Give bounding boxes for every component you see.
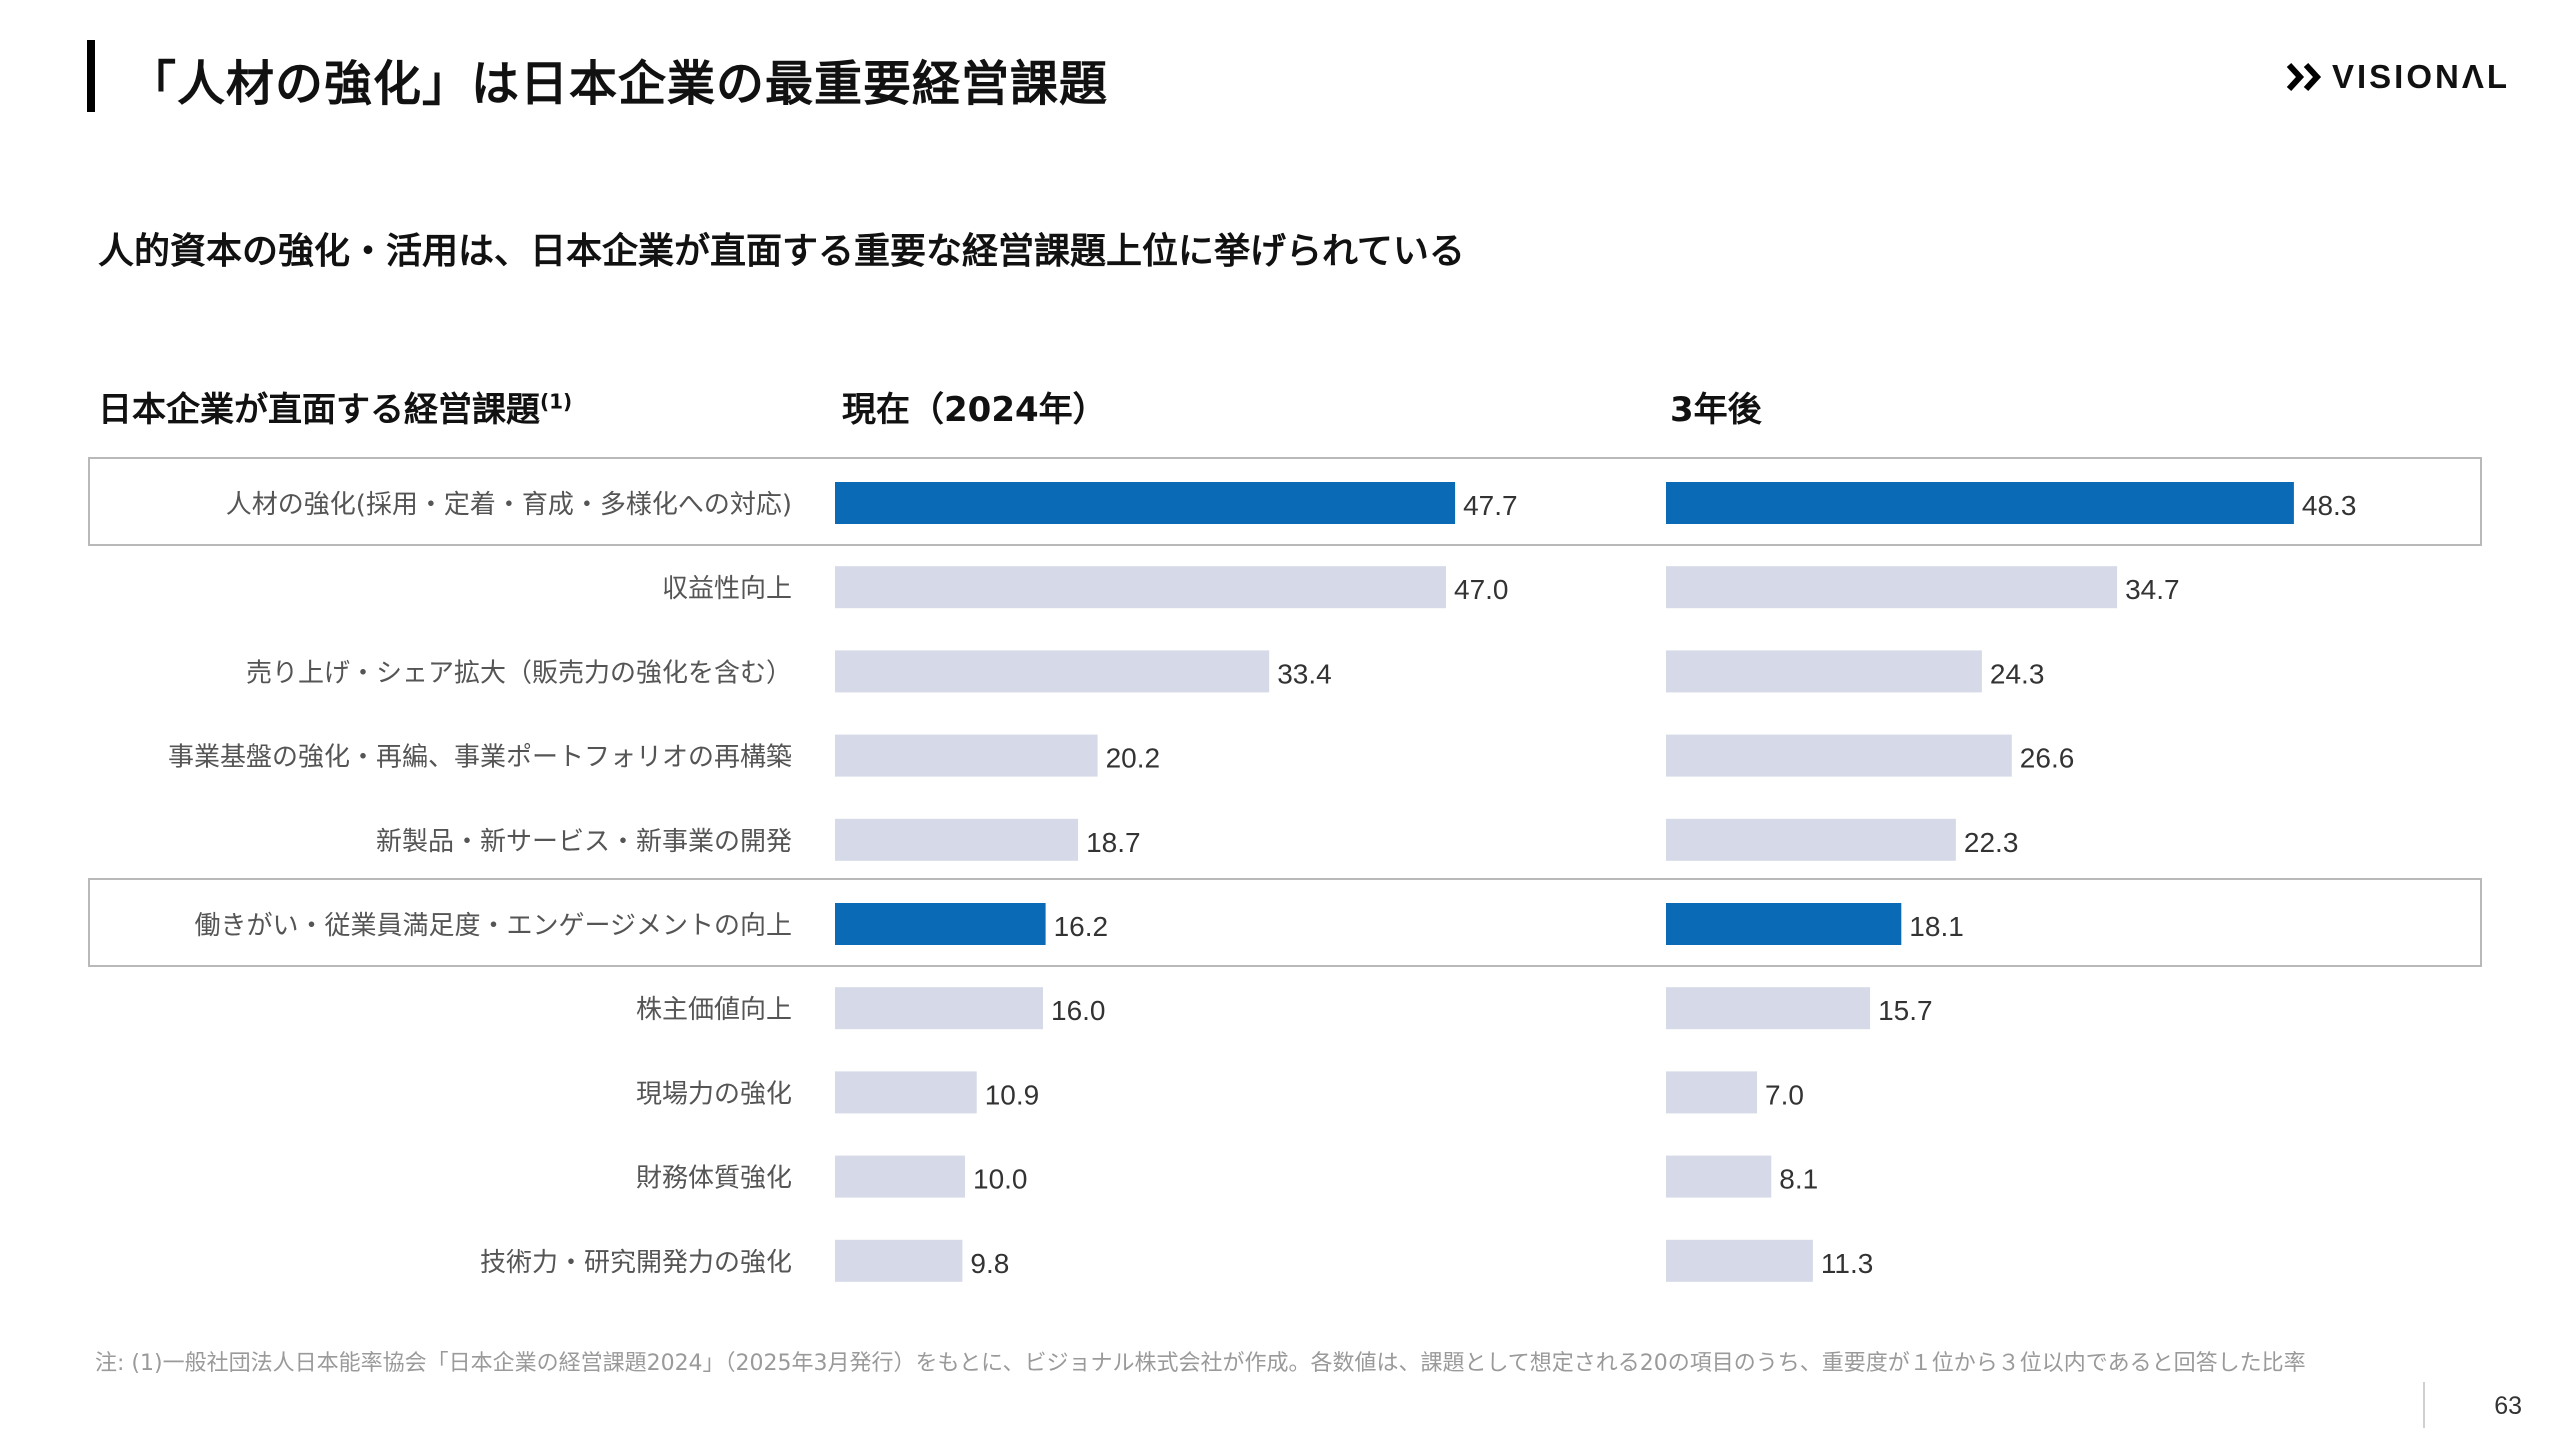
value-label-future: 11.3 [1821, 1248, 1873, 1279]
value-label-future: 7.0 [1765, 1079, 1804, 1110]
bar-future [1666, 650, 1982, 693]
value-label-current: 47.0 [1454, 574, 1509, 605]
bar-future [1666, 1071, 1757, 1114]
category-label: 売り上げ・シェア拡大（販売力の強化を含む） [246, 658, 792, 688]
title-accent-bar [87, 40, 95, 112]
value-label-future: 24.3 [1990, 658, 2045, 689]
category-header-text: 日本企業が直面する経営課題 [98, 390, 540, 430]
category-column-header: 日本企業が直面する経営課題(1) [98, 382, 572, 431]
value-label-current: 47.7 [1463, 490, 1518, 521]
category-label: 働きがい・従業員満足度・エンゲージメントの向上 [195, 911, 792, 941]
bar-current [835, 1071, 977, 1114]
category-label: 財務体質強化 [636, 1164, 792, 1194]
value-label-current: 10.9 [985, 1079, 1039, 1110]
footnote: 注: (1)一般社団法人日本能率協会「日本企業の経営課題2024」（2025年3… [95, 1351, 2306, 1376]
category-label: 人材の強化(採用・定着・育成・多様化への対応) [226, 490, 792, 520]
bar-current [835, 650, 1270, 693]
bar-future [1666, 566, 2118, 609]
value-label-future: 26.6 [2020, 743, 2075, 774]
value-label-current: 10.0 [973, 1164, 1028, 1195]
slide-subtitle: 人的資本の強化・活用は、日本企業が直面する重要な経営課題上位に挙げられている [98, 231, 1465, 272]
value-label-future: 18.1 [1909, 911, 1964, 942]
value-label-current: 33.4 [1277, 658, 1332, 689]
bar-future [1666, 818, 1956, 861]
highlight-row-outline [88, 878, 2482, 967]
bar-current [835, 1239, 963, 1282]
double-chevron-icon [2286, 62, 2322, 92]
value-label-future: 48.3 [2302, 490, 2357, 521]
highlight-row-outline [88, 457, 2482, 546]
category-label: 事業基盤の強化・再編、事業ポートフォリオの再構築 [168, 743, 792, 773]
bar-current [835, 566, 1446, 609]
bar-current [835, 818, 1079, 861]
value-label-current: 16.2 [1054, 911, 1109, 942]
value-label-future: 8.1 [1779, 1164, 1818, 1195]
value-label-future: 22.3 [1964, 827, 2019, 858]
bar-current [835, 482, 1456, 524]
future-column-header: 3年後 [1670, 390, 1762, 430]
page-number: 63 [2494, 1392, 2522, 1420]
bar-current [835, 734, 1098, 777]
footnote-marker: (1) [540, 389, 573, 414]
current-column-header: 現在（2024年） [842, 390, 1107, 430]
category-label: 株主価値向上 [636, 995, 792, 1025]
bar-chart: 人材の強化(採用・定着・育成・多様化への対応) 47.7 48.3 収益性向上 47.0… [88, 457, 2482, 1282]
logo-text: VISIONΛL [2331, 58, 2510, 95]
bar-current [835, 987, 1043, 1030]
value-label-current: 9.8 [970, 1248, 1009, 1279]
bar-future [1666, 482, 2294, 524]
visional-logo: VISIONΛL [2286, 58, 2510, 96]
category-label: 新製品・新サービス・新事業の開発 [376, 827, 792, 857]
page-number-divider [2423, 1382, 2425, 1428]
bar-future [1666, 1239, 1813, 1282]
value-label-future: 15.7 [1878, 995, 1933, 1026]
bar-current [835, 903, 1046, 945]
category-label: 技術力・研究開発力の強化 [480, 1248, 792, 1278]
category-label: 現場力の強化 [636, 1079, 792, 1109]
page-title: 「人材の強化」は日本企業の最重要経営課題 [128, 56, 1109, 112]
value-label-current: 20.2 [1106, 743, 1161, 774]
value-label-current: 18.7 [1086, 827, 1141, 858]
bar-future [1666, 1155, 1772, 1198]
bar-current [835, 1155, 965, 1198]
category-label: 収益性向上 [662, 574, 792, 604]
value-label-future: 34.7 [2125, 574, 2180, 605]
bar-future [1666, 903, 1902, 945]
bar-future [1666, 987, 1871, 1030]
value-label-current: 16.0 [1051, 995, 1106, 1026]
bar-future [1666, 734, 2012, 777]
